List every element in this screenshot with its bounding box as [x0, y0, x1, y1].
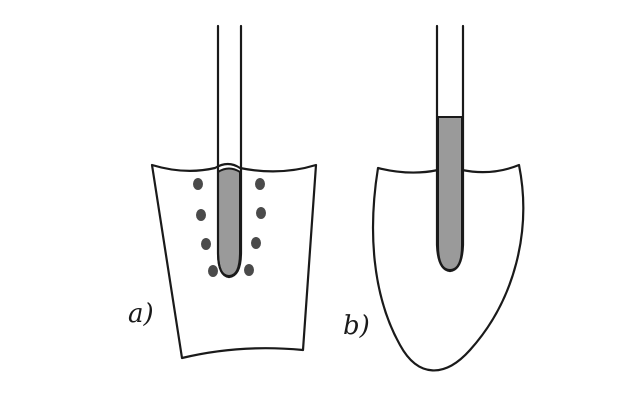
- particle: [193, 178, 203, 190]
- panel-b: b): [343, 24, 525, 372]
- particle: [255, 178, 265, 190]
- particle: [256, 207, 266, 219]
- particle: [251, 237, 261, 249]
- panel-a-particles: [193, 178, 266, 277]
- panel-a-liquid-column: [217, 167, 241, 278]
- panel-a-tube-left-wall: [216, 24, 231, 279]
- panel-b-label: b): [343, 311, 370, 341]
- particle: [244, 264, 254, 276]
- panel-b-tube-right-wall: [448, 24, 465, 273]
- panel-b-tube-left-wall: [435, 24, 452, 273]
- panel-a: a): [128, 24, 318, 360]
- panel-a-vessel: [150, 162, 318, 360]
- particle: [208, 265, 218, 277]
- panel-a-label: a): [128, 299, 154, 329]
- panel-b-liquid-column: [437, 116, 463, 272]
- panel-a-tube-right-wall: [227, 24, 243, 279]
- particle: [196, 209, 206, 221]
- particle: [201, 238, 211, 250]
